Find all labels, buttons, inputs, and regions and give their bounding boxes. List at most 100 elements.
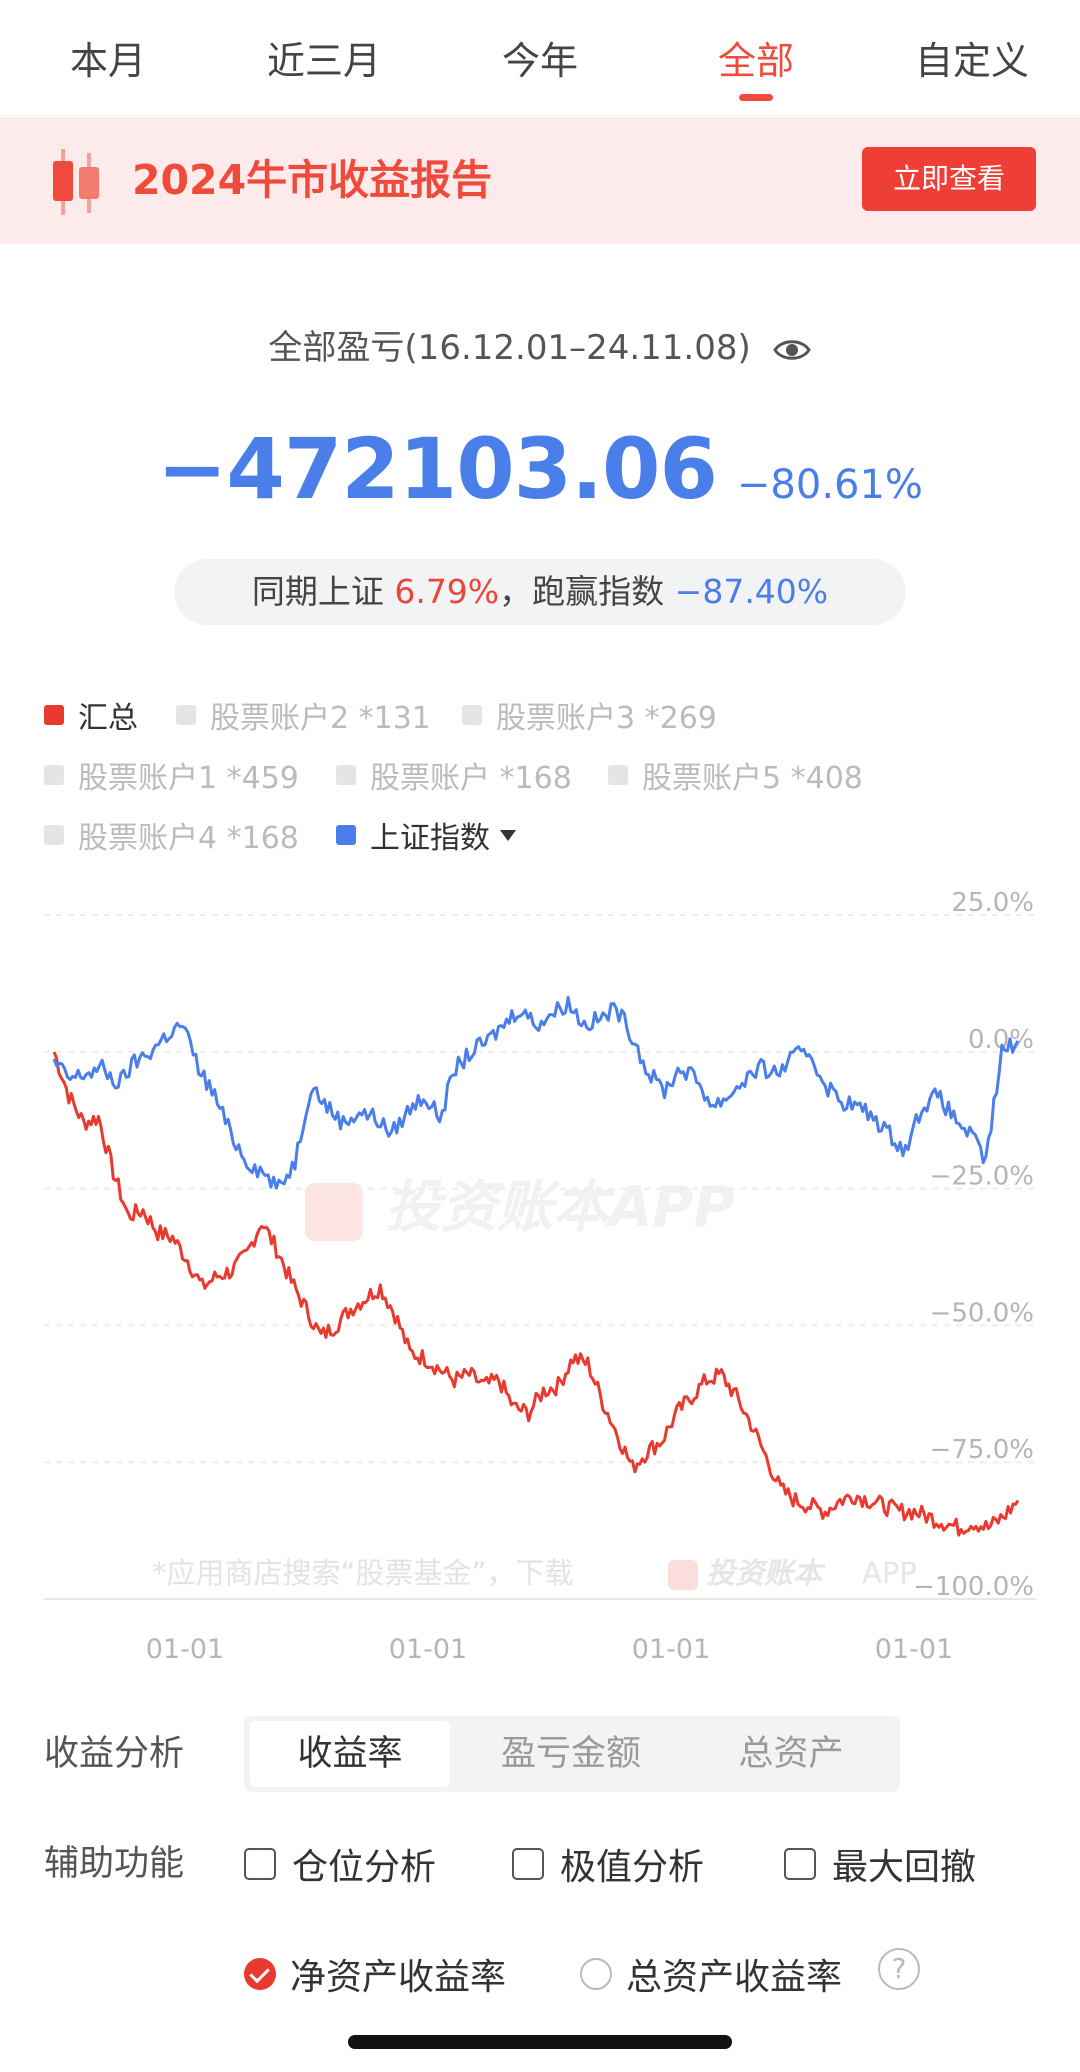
footer-logo-icon [668, 1560, 698, 1590]
radio-icon [580, 1958, 612, 1990]
footer-note-text: *应用商店搜索“股票基金”，下载 [152, 1556, 574, 1590]
x-axis-labels: 01-01 01-01 01-01 01-01 [146, 1634, 953, 1660]
y-tick-label: 25.0% [951, 888, 1034, 918]
eye-icon[interactable] [772, 335, 812, 365]
period-label: 全部盈亏(16.12.01–24.11.08) [268, 328, 751, 368]
legend-label: 股票账户3 *269 [496, 701, 717, 736]
max-drawdown-checkbox[interactable]: 最大回撤 [784, 1832, 976, 1896]
chart-footer-note: *应用商店搜索“股票基金”，下载 投资账本 APP [152, 1556, 917, 1590]
position-analysis-checkbox[interactable]: 仓位分析 [244, 1832, 436, 1896]
checkbox-label: 最大回撤 [832, 1847, 977, 1888]
y-tick-label: −50.0% [930, 1298, 1034, 1328]
report-banner[interactable]: 2024牛市收益报告 立即查看 [0, 117, 1080, 244]
segment-pnl-amount[interactable]: 盈亏金额 [500, 1734, 641, 1774]
active-tab-indicator [739, 94, 773, 101]
checkbox-box [244, 1848, 276, 1880]
x-tick-label: 01-01 [632, 1634, 710, 1660]
y-tick-label: −100.0% [913, 1572, 1034, 1602]
checkbox-box [784, 1848, 816, 1880]
legend-label: 股票账户 *168 [370, 761, 572, 796]
legend-item-account-4[interactable]: 股票账户4 *168 [44, 810, 299, 860]
tab-label: 自定义 [914, 39, 1029, 83]
legend-item-account-5[interactable]: 股票账户5 *408 [608, 750, 863, 800]
segment-return-rate[interactable]: 收益率 [250, 1721, 450, 1787]
radio-checked-icon [244, 1958, 276, 1990]
legend-swatch [336, 765, 356, 785]
legend-item-account-3[interactable]: 股票账户3 *269 [462, 690, 717, 740]
candlestick-icon [53, 149, 99, 215]
y-tick-label: −25.0% [930, 1162, 1034, 1192]
compare-mid: ，跑赢指数 [499, 572, 675, 611]
index-return-value: 6.79% [394, 572, 500, 611]
analysis-segmented-control: 收益率 盈亏金额 总资产 [244, 1716, 900, 1792]
tab-all[interactable]: 全部 [648, 0, 864, 115]
legend-swatch [336, 825, 356, 845]
help-icon[interactable]: ? [878, 1948, 920, 1990]
tab-last-three-months[interactable]: 近三月 [216, 0, 432, 115]
total-pnl-amount: −472103.06 [157, 420, 718, 518]
aux-functions-row: 辅助功能 仓位分析 极值分析 最大回撤 [44, 1832, 1044, 1896]
analysis-row: 收益分析 收益率 盈亏金额 总资产 [44, 1716, 1044, 1792]
index-comparison: 同期上证 6.79%，跑赢指数 −87.40% [174, 559, 906, 625]
banner-title: 2024牛市收益报告 [132, 156, 493, 204]
y-tick-label: −75.0% [930, 1435, 1034, 1465]
chart-watermark: 投资账本APP [305, 1175, 734, 1241]
period-row: 全部盈亏(16.12.01–24.11.08) [0, 320, 1080, 369]
tab-label: 本月 [69, 39, 146, 83]
extreme-value-checkbox[interactable]: 极值分析 [512, 1832, 704, 1896]
legend-label: 上证指数 [370, 821, 490, 856]
legend-item-total[interactable]: 汇总 [44, 690, 138, 740]
watermark-text: 投资账本APP [385, 1175, 734, 1240]
chart-grid [44, 914, 1036, 1600]
return-type-row: 净资产收益率 总资产收益率 ? [0, 1944, 1080, 2000]
legend-label: 股票账户5 *408 [642, 761, 863, 796]
period-tabs: 本月 近三月 今年 全部 自定义 [0, 0, 1080, 116]
total-pnl-percent: −80.61% [736, 462, 923, 508]
excess-return-value: −87.40% [674, 572, 829, 611]
radio-label: 总资产收益率 [626, 1957, 843, 1998]
chart-series [52, 995, 1020, 1537]
legend-swatch [44, 705, 64, 725]
series-line-sse-index [52, 995, 1020, 1190]
legend-swatch [176, 705, 196, 725]
tab-this-month[interactable]: 本月 [0, 0, 216, 115]
legend-item-account-1[interactable]: 股票账户1 *459 [44, 750, 299, 800]
tab-label: 今年 [501, 39, 578, 83]
home-indicator[interactable] [348, 2035, 732, 2049]
legend-label: 股票账户2 *131 [210, 701, 431, 736]
net-asset-return-radio[interactable]: 净资产收益率 [244, 1948, 506, 2000]
pnl-summary: −472103.06 −80.61% [0, 420, 1080, 518]
checkbox-box [512, 1848, 544, 1880]
pnl-chart[interactable]: 投资账本APP 25.0%0.0%−25.0%−50.0%−75.0%−100.… [0, 880, 1080, 1660]
series-line-total [52, 1051, 1020, 1537]
checkbox-label: 仓位分析 [292, 1847, 437, 1888]
legend-label: 汇总 [78, 701, 138, 736]
legend-item-account[interactable]: 股票账户 *168 [336, 750, 572, 800]
footer-brand-text: 投资账本 [706, 1556, 826, 1590]
total-asset-return-radio[interactable]: 总资产收益率 [580, 1948, 842, 2000]
legend-swatch [462, 705, 482, 725]
legend-label: 股票账户1 *459 [78, 761, 299, 796]
analysis-label: 收益分析 [44, 1734, 185, 1774]
tab-this-year[interactable]: 今年 [432, 0, 648, 115]
tab-custom[interactable]: 自定义 [864, 0, 1080, 115]
x-tick-label: 01-01 [146, 1634, 224, 1660]
view-report-button[interactable]: 立即查看 [862, 147, 1036, 211]
legend-swatch [44, 765, 64, 785]
dropdown-caret-icon [500, 829, 516, 841]
legend-swatch [608, 765, 628, 785]
legend-item-sse-index[interactable]: 上证指数 [336, 810, 516, 860]
x-tick-label: 01-01 [875, 1634, 953, 1660]
checkbox-label: 极值分析 [560, 1847, 705, 1888]
y-axis-labels: 25.0%0.0%−25.0%−50.0%−75.0%−100.0% [913, 888, 1034, 1602]
tab-label: 近三月 [266, 39, 381, 83]
segment-total-assets[interactable]: 总资产 [738, 1734, 844, 1774]
legend-swatch [44, 825, 64, 845]
aux-label: 辅助功能 [44, 1844, 185, 1884]
compare-prefix: 同期上证 [251, 572, 395, 611]
tab-label: 全部 [717, 39, 794, 83]
radio-label: 净资产收益率 [290, 1957, 507, 1998]
legend-item-account-2[interactable]: 股票账户2 *131 [176, 690, 431, 740]
footer-app-text: APP [862, 1556, 917, 1590]
x-tick-label: 01-01 [389, 1634, 467, 1660]
